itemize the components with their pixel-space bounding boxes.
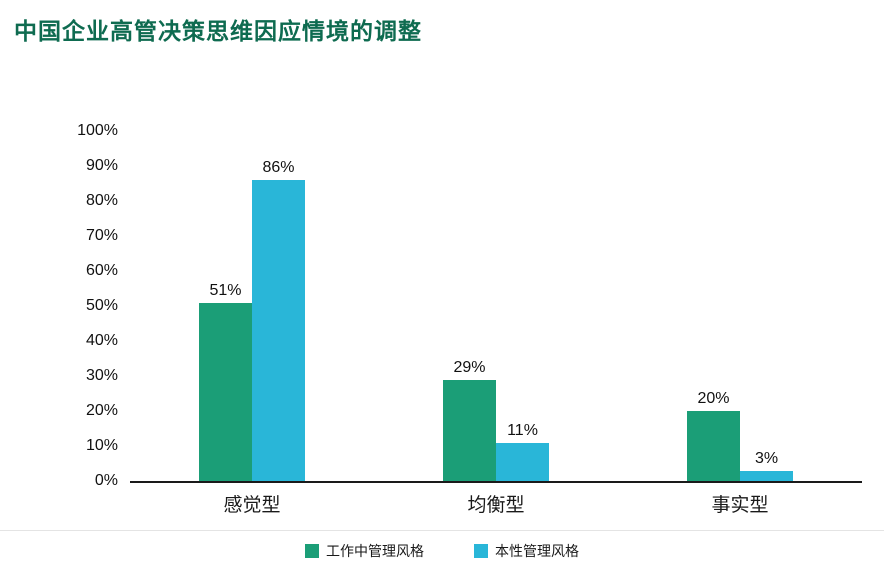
category-label: 事实型 — [711, 495, 769, 516]
y-tick-label: 60% — [85, 262, 118, 279]
legend-item: 本性管理风格 — [474, 541, 579, 561]
legend-label: 本性管理风格 — [495, 543, 579, 559]
y-tick-label: 20% — [85, 402, 118, 419]
bar-series2 — [740, 470, 793, 481]
legend: 工作中管理风格 本性管理风格 — [0, 541, 884, 561]
bar-series2 — [496, 442, 549, 481]
bar-series1 — [199, 302, 252, 481]
legend-label: 工作中管理风格 — [326, 543, 424, 559]
y-tick-label: 80% — [85, 192, 118, 209]
y-tick-label: 0% — [94, 472, 118, 489]
legend-item: 工作中管理风格 — [305, 541, 424, 561]
bar-series1 — [687, 411, 740, 481]
bar-value-label: 3% — [754, 449, 779, 467]
chart-title: 中国企业高管决策思维因应情境的调整 — [14, 18, 422, 44]
bar-value-label: 20% — [697, 390, 730, 407]
y-tick-label: 90% — [85, 157, 118, 174]
y-tick-label: 30% — [85, 367, 118, 384]
bar-column: 11% — [496, 131, 549, 481]
legend-swatch-icon — [305, 544, 319, 558]
bar-group: 51% 86% — [199, 131, 305, 481]
y-tick-label: 50% — [85, 297, 118, 314]
bottom-divider — [0, 530, 884, 531]
bar-column: 20% — [687, 131, 740, 481]
category-label: 感觉型 — [223, 495, 281, 516]
bar-column: 86% — [252, 131, 305, 481]
y-tick-label: 70% — [85, 227, 118, 244]
bar-group: 29% 11% — [443, 131, 549, 481]
y-tick-label: 10% — [85, 437, 118, 454]
x-axis-labels: 感觉型 均衡型 事实型 — [130, 490, 862, 517]
category-label: 均衡型 — [467, 495, 525, 516]
legend-swatch-icon — [474, 544, 488, 558]
plot-area: 51% 86% 29% 11% 20% 3% — [130, 131, 862, 483]
y-axis: 100% 90% 80% 70% 60% 50% 40% 30% 20% 10% 0% — [40, 122, 118, 489]
bar-series2 — [252, 180, 305, 481]
bar-group: 20% 3% — [687, 131, 793, 481]
bar-series1 — [443, 379, 496, 481]
bar-value-label: 51% — [209, 281, 242, 299]
bar-value-label: 29% — [453, 358, 486, 376]
bar-column: 29% — [443, 131, 496, 481]
y-tick-label: 40% — [85, 332, 118, 349]
bar-value-label: 86% — [262, 159, 295, 176]
bar-column: 3% — [740, 131, 793, 481]
bar-value-label: 11% — [507, 421, 538, 439]
y-tick-label: 100% — [77, 122, 118, 139]
bar-column: 51% — [199, 131, 252, 481]
